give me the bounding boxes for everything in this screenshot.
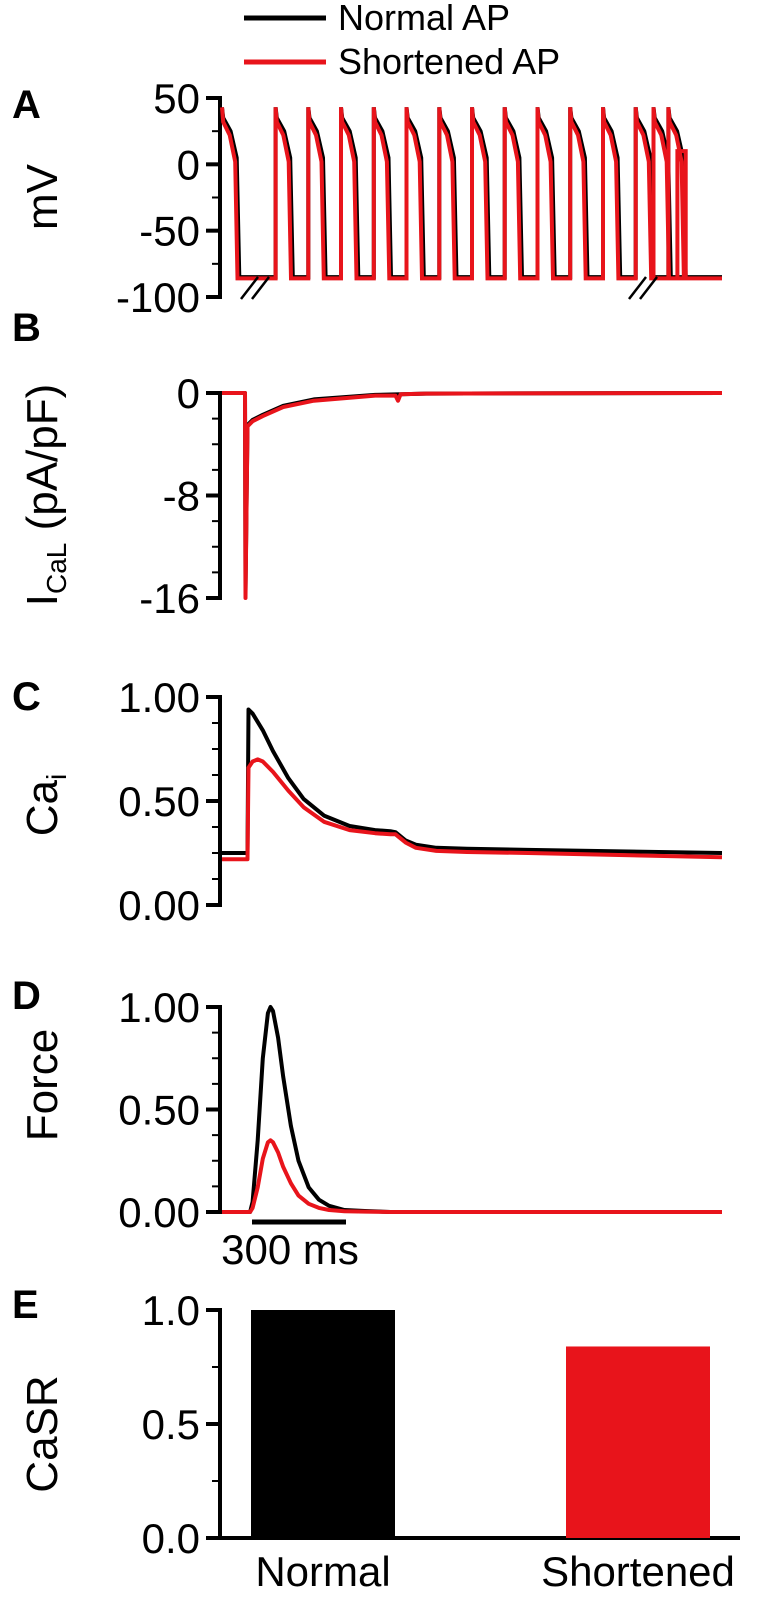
panel-letter-a: A: [12, 83, 41, 127]
axis-break-mark: [639, 276, 658, 300]
x-category-label: Shortened: [541, 1548, 735, 1595]
panel-a-ylabel: mV: [18, 163, 67, 230]
series-line-normal: [222, 1005, 722, 1214]
legend-label-normal: Normal AP: [338, 0, 510, 38]
panel-c: C Cai 0.00 0.50 1.00: [12, 674, 723, 929]
x-category-label: Normal: [255, 1548, 390, 1595]
series-line-shortened: [222, 757, 723, 862]
y-tick-label: -16: [139, 575, 200, 622]
panel-d-ylabel: Force: [18, 1029, 67, 1141]
panel-letter-c: C: [12, 675, 41, 719]
panel-b-ylabel-sub: CaL: [41, 543, 72, 594]
panel-c-ylabel: Cai: [18, 774, 72, 836]
y-tick-label: 0: [177, 370, 200, 417]
y-tick-label: 0: [177, 141, 200, 188]
panel-d: D Force 0.00 0.50 1.00 300 ms: [12, 974, 722, 1273]
panel-c-ylabel-sub: i: [41, 774, 72, 780]
series-line-shortened: [222, 1138, 722, 1214]
bar-shortened: [566, 1346, 710, 1538]
series-line-normal: [222, 391, 723, 594]
series-line-shortened: [220, 107, 722, 281]
y-tick-label: 0.5: [142, 1401, 200, 1448]
panel-c-ylabel-main: Ca: [18, 779, 67, 836]
y-tick-label: -50: [139, 208, 200, 255]
panel-e-ylabel: CaSR: [18, 1375, 67, 1492]
y-tick-label: -8: [163, 473, 200, 520]
axis-break-mark: [240, 276, 259, 300]
panel-e: E CaSR 0.0 0.5 1.0 Normal Shortened: [12, 1283, 740, 1595]
y-tick-label: 0.00: [118, 882, 200, 929]
y-tick-label: 50: [153, 75, 200, 122]
series-line-normal: [222, 707, 723, 855]
legend-label-shortened: Shortened AP: [338, 41, 560, 82]
axis-break-mark: [251, 276, 270, 300]
panel-letter-d: D: [12, 974, 41, 1018]
panel-b-ylabel: ICaL (pA/pF): [18, 384, 72, 607]
scale-bar-label: 300 ms: [221, 1226, 359, 1273]
y-tick-label: 0.0: [142, 1515, 200, 1562]
y-tick-label: 0.50: [118, 778, 200, 825]
panel-letter-b: B: [12, 306, 41, 350]
axis-break-mark: [628, 276, 647, 300]
panel-b-ylabel-tail: (pA/pF): [18, 384, 67, 543]
y-tick-label: 0.00: [118, 1189, 200, 1236]
panel-letter-e: E: [12, 1283, 39, 1327]
y-tick-label: -100: [116, 274, 200, 321]
panel-b-ylabel-main: I: [18, 594, 67, 606]
series-line-shortened: [222, 391, 723, 600]
panel-b: B ICaL (pA/pF) 0 -8 -16: [12, 306, 723, 622]
y-tick-label: 0.50: [118, 1087, 200, 1134]
bar-normal: [251, 1310, 395, 1538]
panel-a: A mV 50 0 -50 -100: [12, 75, 722, 321]
y-tick-label: 1.00: [118, 674, 200, 721]
y-tick-label: 1.00: [118, 984, 200, 1031]
y-tick-label: 1.0: [142, 1287, 200, 1334]
legend: Normal AP Shortened AP: [244, 0, 560, 82]
